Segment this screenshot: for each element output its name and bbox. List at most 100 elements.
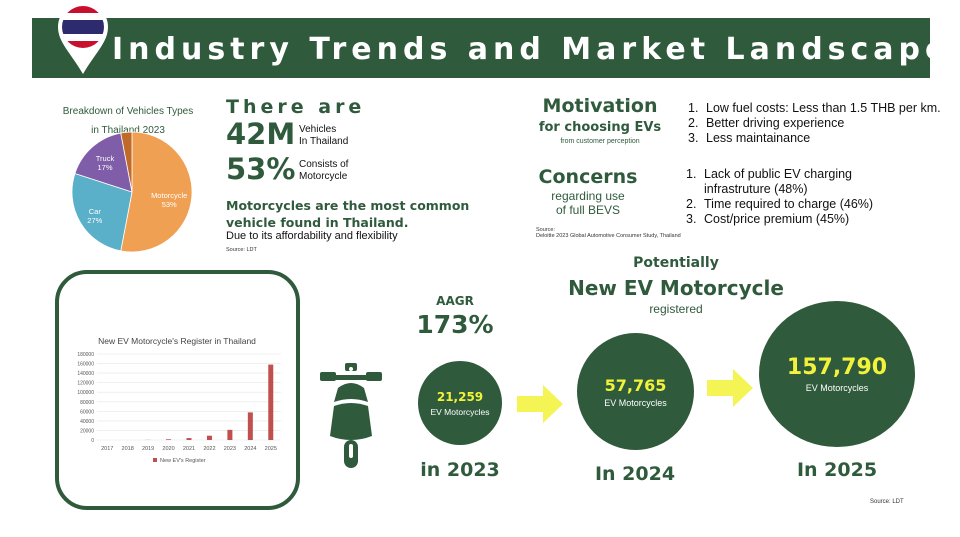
concerns-sub-line1: regarding use [551,189,625,203]
y-tick-label: 180000 [77,352,94,358]
bar [227,429,233,440]
ev-label-2025: EV Motorcycles [805,383,869,393]
legend-label: New EV's Register [160,458,206,464]
list-number: 3. [688,131,699,145]
y-tick-label: 20000 [80,428,94,434]
circle-2023: 21,259 EV Motorcycles [418,361,502,445]
bar [206,435,212,440]
aagr-label: AAGR [436,294,474,308]
concerns-sub-line2: of full BEVS [555,203,621,217]
year-2023: in 2023 [420,459,500,481]
list-text: Lack of public EV charging [704,167,853,181]
bar [268,364,274,440]
circle-2024: 57,765 EV Motorcycles [577,333,694,450]
new-ev-motorcycle-heading: New EV Motorcycle [568,276,784,300]
motivation-note: from customer perception [560,138,640,145]
stats-source: Source: LDT [226,247,257,253]
x-tick-label: 2020 [162,446,174,452]
pie-slice [71,172,133,252]
bar [247,412,253,440]
concerns-list: 1. Lack of public EV charging infrastrutu… [686,167,873,227]
x-tick-label: 2023 [224,446,236,452]
x-tick-label: 2025 [265,446,277,452]
growth-source: Source: LDT [870,499,904,505]
common-line1: Motorcycles are the most common [226,198,470,213]
year-2024: In 2024 [594,463,676,485]
share-caption-line2: Motorcycle [299,171,348,182]
bar [166,439,172,440]
pie-slice-percent: 17% [97,163,112,172]
list-item: 2. Time required to charge (46%) [686,197,873,212]
vehicles-caption: Vehicles In Thailand [299,124,348,148]
list-item: 3. Less maintainance [688,131,941,146]
concerns-source: Source: Deloitte 2023 Global Automotive … [536,227,681,239]
thailand-flag-pin-icon [58,2,108,74]
pie-slice-label: Truck [96,154,115,163]
list-number: 2. [686,197,697,211]
list-item: 2. Better driving experience [688,116,941,131]
vehicles-caption-line2: In Thailand [299,136,349,147]
list-item: 1. Low fuel costs: Less than 1.5 THB per … [688,101,941,116]
ev-count-2024: 57,765 [604,375,667,395]
aagr-value: 173% [416,310,494,339]
list-item: infrastruture (48%) [686,182,873,197]
ev-register-bar-chart: New EV Motorcycle's Register in Thailand… [77,336,281,464]
concerns-subheading: regarding use of full BEVS [520,189,656,217]
there-are-heading: There are [226,96,366,118]
x-tick-label: 2024 [244,446,256,452]
x-tick-label: 2022 [203,446,215,452]
list-number: 3. [686,212,697,226]
motivation-list: 1. Low fuel costs: Less than 1.5 THB per … [688,101,941,146]
vehicles-count: 42M [226,117,296,151]
pie-chart-title: Breakdown of Vehicles Types in Thailand … [58,102,198,140]
pie-slice-label: Motorcycle [151,191,187,200]
share-caption-line1: Consists of [299,159,349,170]
y-tick-label: 40000 [80,419,94,425]
legend-swatch [153,458,157,462]
motorcycle-share-caption: Consists of Motorcycle [299,159,348,183]
arrow-right-icon [517,385,563,423]
list-text: Less maintainance [706,131,811,145]
circle-2025: 157,790 EV Motorcycles [759,301,915,447]
arrow-right-icon [707,369,753,407]
y-tick-label: 140000 [77,371,94,377]
motorcycle-share: 53% [226,152,296,186]
list-text: Time required to charge (46%) [704,197,874,211]
bar [186,438,192,440]
pie-slice [120,131,193,253]
common-line2: vehicle found in Thailand. [226,215,409,230]
y-tick-label: 0 [91,438,94,444]
bar-chart-card: New EV Motorcycle's Register in Thailand… [55,270,300,510]
x-tick-label: 2017 [101,446,113,452]
list-item: 1. Lack of public EV charging [686,167,873,182]
x-tick-label: 2021 [183,446,195,452]
y-tick-label: 60000 [80,409,94,415]
y-tick-label: 120000 [77,381,94,387]
potentially-label: Potentially [633,255,719,271]
year-2025: In 2025 [796,459,878,481]
pie-title-line1: Breakdown of Vehicles Types [62,106,194,117]
ev-label-2024: EV Motorcycles [604,397,667,408]
motorcycle-icon [320,363,382,468]
bar-chart-title: New EV Motorcycle's Register in Thailand [98,336,256,346]
pie-slice-label: Car [89,207,102,216]
y-tick-label: 160000 [77,362,94,368]
concerns-source-label: Source: [536,227,555,233]
y-tick-label: 80000 [80,400,94,406]
ev-count-2025: 157,790 [786,355,888,380]
list-text: infrastruture (48%) [704,182,808,196]
header-banner [32,18,930,78]
common-vehicle-reason: Due to its affordability and flexibility [226,230,398,242]
ev-label-2023: EV Motorcycles [430,406,490,417]
concerns-source-text: Deloitte 2023 Global Automotive Consumer… [536,233,681,239]
pie-title-line2: in Thailand 2023 [91,125,165,136]
registered-label: registered [649,302,703,316]
page-title: Industry Trends and Market Landscape [112,32,951,67]
ev-count-2023: 21,259 [436,389,484,404]
list-text: Cost/price premium (45%) [704,212,850,226]
pie-slice [120,131,133,193]
pie-slice [74,132,133,193]
x-tick-label: 2018 [122,446,134,452]
vehicles-caption-line1: Vehicles [299,124,337,135]
